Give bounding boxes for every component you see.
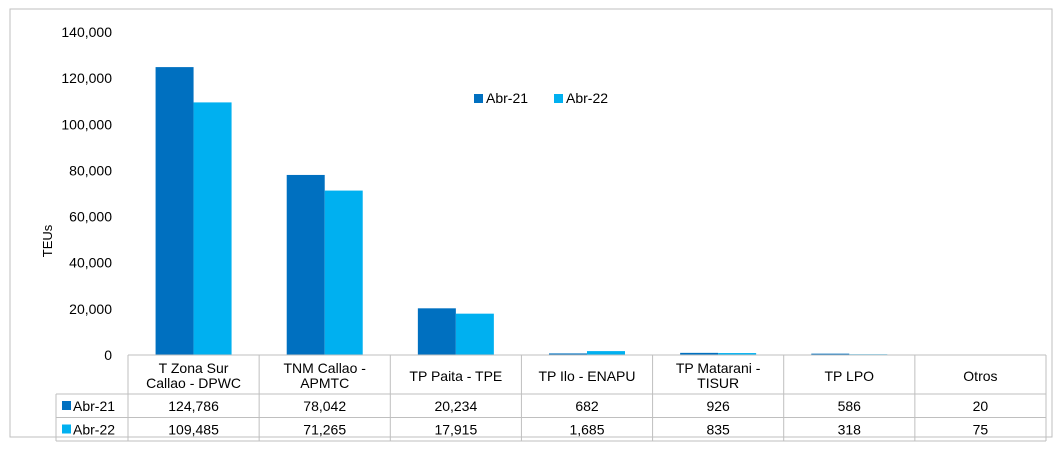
data-value-label: 75 [973, 422, 989, 438]
x-category-label: TP Paita - TPE [409, 368, 502, 384]
y-tick-label: 60,000 [69, 209, 112, 225]
data-value-label: 1,685 [569, 422, 604, 438]
table-legend-key [62, 424, 71, 434]
y-tick-label: 40,000 [69, 255, 112, 271]
x-category-label: Callao - DPWC [146, 375, 241, 391]
x-category-label: TP LPO [825, 368, 875, 384]
bar [680, 352, 719, 355]
x-category-label: TP Ilo - ENAPU [539, 368, 636, 384]
y-tick-label: 100,000 [61, 116, 112, 132]
x-category-label: TP Matarani - [676, 360, 761, 376]
x-category-label: TISUR [697, 375, 739, 391]
data-value-label: 109,485 [168, 422, 219, 438]
x-category-label: Otros [963, 368, 997, 384]
data-value-label: 835 [706, 422, 730, 438]
bar [549, 353, 587, 355]
x-category-label: APMTC [300, 375, 349, 391]
data-value-label: 20 [973, 398, 989, 414]
data-value-label: 124,786 [168, 398, 219, 414]
bar [455, 313, 494, 355]
x-category-label: T Zona Sur [159, 360, 229, 376]
data-value-label: 682 [575, 398, 599, 414]
bar [193, 102, 232, 355]
table-series-label: Abr-21 [73, 398, 115, 414]
data-value-label: 926 [706, 398, 730, 414]
data-value-label: 78,042 [303, 398, 346, 414]
bar [286, 174, 325, 355]
legend-swatch [474, 94, 483, 103]
y-tick-label: 120,000 [61, 70, 112, 86]
data-value-label: 17,915 [434, 422, 477, 438]
data-value-label: 20,234 [434, 398, 477, 414]
bar [811, 353, 850, 355]
bar [324, 190, 363, 355]
legend-label: Abr-22 [566, 90, 608, 106]
bar [417, 308, 456, 355]
y-axis-title: TEUs [40, 224, 55, 257]
data-value-label: 318 [838, 422, 862, 438]
y-tick-label: 0 [104, 347, 112, 363]
bar [587, 351, 625, 355]
y-tick-label: 80,000 [69, 162, 112, 178]
y-tick-label: 140,000 [61, 24, 112, 40]
table-series-label: Abr-22 [73, 422, 115, 438]
bar [718, 353, 757, 355]
table-legend-key [62, 401, 71, 410]
data-value-label: 71,265 [303, 422, 346, 438]
x-category-label: TNM Callao - [283, 360, 366, 376]
y-tick-label: 20,000 [69, 301, 112, 317]
legend-swatch [554, 94, 563, 103]
data-value-label: 586 [838, 398, 862, 414]
bar [155, 67, 194, 356]
legend-label: Abr-21 [486, 90, 528, 106]
